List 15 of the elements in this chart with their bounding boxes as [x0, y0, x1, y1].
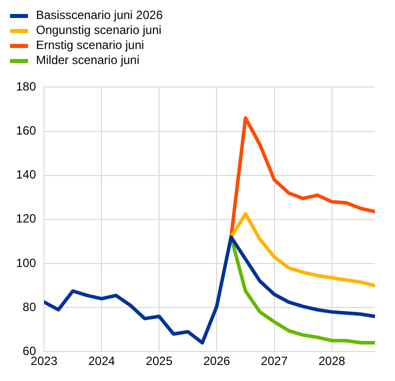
x-tick-label: 2026 — [203, 354, 230, 368]
y-tick-label: 100 — [16, 256, 36, 270]
legend-label: Basisscenario juni 2026 — [36, 8, 163, 23]
x-tick-label: 2028 — [318, 354, 346, 368]
y-tick-label: 80 — [22, 300, 36, 314]
y-tick-label: 180 — [16, 80, 36, 94]
legend-label: Ongunstig scenario juni — [36, 23, 162, 38]
x-tick-label: 2024 — [88, 354, 116, 368]
y-tick-label: 140 — [16, 168, 36, 182]
x-tick-label: 2025 — [146, 354, 173, 368]
y-tick-label: 120 — [16, 212, 36, 226]
y-tick-label: 160 — [16, 124, 36, 138]
x-tick-label: 2027 — [260, 354, 288, 368]
legend-label: Milder scenario juni — [36, 53, 140, 68]
legend-label: Ernstig scenario juni — [36, 38, 144, 53]
